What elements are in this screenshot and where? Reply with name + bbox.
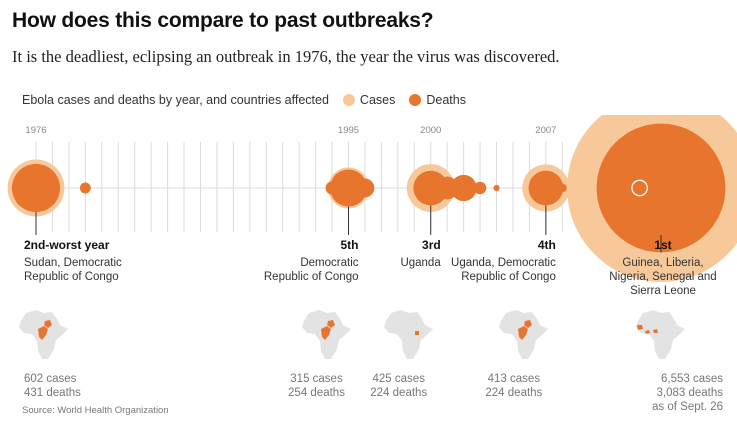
affected-countries-highlight: [637, 325, 658, 334]
outbreak-stats: 315 cases 254 deaths: [288, 373, 345, 399]
deaths-bubble: [596, 123, 726, 253]
africa-map: [19, 310, 68, 359]
africa-outline: [383, 310, 433, 359]
comparison-outline: [631, 179, 648, 197]
minor-outbreak-bubble: [79, 182, 91, 194]
legend-swatch-cases: [342, 94, 355, 106]
legend-label-deaths: Deaths: [426, 93, 466, 107]
rank-label: 4th: [537, 238, 556, 252]
year-tick-label: 2007: [535, 125, 556, 136]
africa-map: [636, 310, 685, 359]
year-tick-label: 1976: [25, 125, 46, 136]
countries-label: Guinea, Liberia, Nigeria, Senegal and Si…: [609, 257, 717, 297]
africa-map: [498, 310, 548, 359]
deaths-bubble: [413, 170, 449, 206]
rank-label: 5th: [340, 238, 359, 252]
africa-map: [301, 310, 351, 359]
year-tick-label: 1995: [338, 125, 359, 136]
legend-item-cases: Cases: [342, 93, 396, 107]
legend-caption: Ebola cases and deaths by year, and coun…: [22, 93, 329, 107]
rank-label: 2nd-worst year: [24, 238, 110, 252]
legend-item-deaths: Deaths: [409, 93, 466, 107]
year-tick-label: 2000: [420, 125, 441, 136]
rank-label: 3rd: [422, 238, 441, 252]
chart-title: How does this compare to past outbreaks?: [12, 9, 434, 32]
chart-subtitle: It is the deadliest, eclipsing an outbre…: [12, 47, 560, 66]
affected-countries-highlight: [414, 331, 419, 335]
affected-countries-highlight: [517, 320, 532, 340]
bubble-timeline-chart: 19761995200020072014: [7, 115, 737, 282]
legend-label-cases: Cases: [359, 93, 396, 107]
legend-swatch-deaths: [409, 94, 422, 106]
minor-outbreak-bubble: [450, 174, 477, 202]
affected-countries-highlight: [320, 320, 335, 340]
outbreak-stats: 425 cases 224 deaths: [370, 373, 428, 399]
countries-label: Uganda, Democratic Republic of Congo: [451, 257, 556, 283]
deaths-bubble: [528, 170, 564, 206]
countries-label: Uganda: [400, 257, 441, 269]
rank-label: 1st: [654, 238, 672, 252]
deaths-bubble: [11, 163, 61, 213]
outbreak-stats: 413 cases 224 deaths: [485, 373, 543, 399]
affected-countries-highlight: [38, 320, 52, 340]
outbreak-stats: 602 cases 431 deaths: [24, 373, 81, 399]
source-note: Source: World Health Organization: [22, 405, 169, 416]
outbreak-stats: 6,553 cases 3,083 deaths as of Sept. 26: [652, 373, 723, 413]
africa-map: [383, 310, 433, 359]
minor-outbreak-bubble: [473, 181, 487, 195]
deaths-bubble: [330, 169, 367, 207]
legend: Ebola cases and deaths by year, and coun…: [22, 93, 466, 107]
minor-outbreak-bubble: [493, 184, 500, 192]
africa-outline: [636, 310, 685, 359]
countries-label: Democratic Republic of Congo: [263, 257, 359, 283]
countries-label: Sudan, Democratic Republic of Congo: [24, 257, 122, 283]
